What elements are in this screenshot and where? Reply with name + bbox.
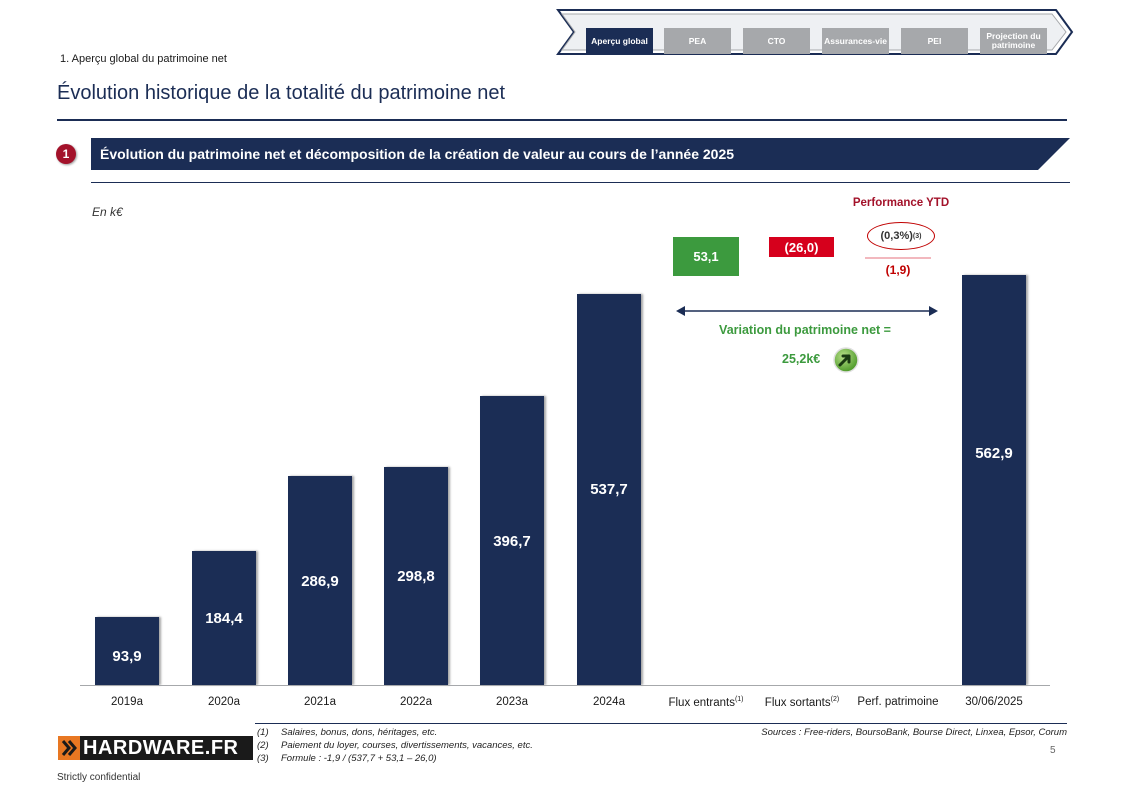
- bar-2019a: [95, 616, 159, 685]
- flux-sortants-bar: (26,0): [769, 237, 834, 257]
- x-tick-label: 2023a: [496, 696, 528, 708]
- tab-pei[interactable]: PEI: [901, 28, 968, 54]
- confidential-label: Strictly confidential: [57, 772, 141, 783]
- footnote-mark: (2): [830, 696, 840, 703]
- bar-value-label: 562,9: [975, 445, 1013, 463]
- logo-text: HARDWARE.FR: [83, 736, 239, 759]
- footnote-1: (1) Salaires, bonus, dons, héritages, etc…: [257, 727, 437, 738]
- step-badge: 1: [56, 144, 76, 164]
- bar-2021a: [288, 476, 352, 685]
- performance-ytd-footnote: (3): [912, 232, 922, 240]
- bar-value-label: 93,9: [112, 647, 142, 665]
- bar-value-label: 298,8: [397, 568, 435, 586]
- footnote-text: Paiement du loyer, courses, divertisseme…: [281, 740, 533, 751]
- x-tick-label: 2021a: [304, 696, 336, 708]
- x-tick-label: Perf. patrimoine: [857, 696, 939, 708]
- footnote-text: Formule : -1,9 / (537,7 + 53,1 – 26,0): [281, 753, 437, 764]
- flux-entrants-bar: 53,1: [673, 237, 739, 276]
- banner-title: Évolution du patrimoine net et décomposi…: [100, 146, 735, 162]
- tab-projection-patrimoine[interactable]: Projection du patrimoine: [980, 28, 1047, 54]
- page-title: Évolution historique de la totalité du p…: [57, 82, 506, 104]
- bar-30-06-2025: [962, 275, 1026, 685]
- section-label: 1. Aperçu global du patrimoine net: [60, 53, 227, 65]
- tab-cto[interactable]: CTO: [743, 28, 810, 54]
- section-banner: [91, 138, 1070, 170]
- footnote-text: Salaires, bonus, dons, héritages, etc.: [281, 727, 438, 738]
- bar-2020a: [192, 550, 256, 685]
- footer-divider: [255, 723, 1067, 724]
- footnote-2: (2) Paiement du loyer, courses, divertiss…: [257, 740, 533, 751]
- sources-note: Sources : Free-riders, BoursoBank, Bours…: [761, 727, 1067, 738]
- footnote-number: (3): [257, 753, 269, 764]
- tab-pea[interactable]: PEA: [664, 28, 731, 54]
- x-tick-label: 30/06/2025: [965, 696, 1023, 708]
- tab-apercu-global[interactable]: Aperçu global: [586, 28, 653, 54]
- double-arrow-icon: [676, 306, 938, 316]
- footnote-3: (3) Formule : -1,9 / (537,7 + 53,1 – 26,0…: [257, 753, 437, 764]
- top-navigation: Aperçu global PEA CTO Assurances-vie PEI…: [556, 8, 1076, 56]
- performance-ytd-value: (0,3%): [880, 230, 913, 242]
- banner-divider: [91, 182, 1070, 183]
- variation-label: Variation du patrimoine net =: [719, 323, 891, 337]
- bar-value-label: 286,9: [301, 572, 339, 590]
- page-number: 5: [1050, 745, 1056, 756]
- x-tick-label: Flux entrants(1): [668, 696, 744, 709]
- x-tick-label: 2019a: [111, 696, 143, 708]
- footnote-mark: (1): [734, 696, 744, 703]
- title-divider: [57, 119, 1067, 121]
- x-tick-label: 2020a: [208, 696, 240, 708]
- logo-mark-icon: [58, 736, 80, 760]
- bar-2024a: [577, 293, 641, 685]
- perf-patrimoine-bar: [865, 257, 931, 259]
- bar-value-label: 184,4: [205, 609, 243, 627]
- footnote-number: (1): [257, 727, 269, 738]
- bar-2023a: [480, 396, 544, 685]
- unit-label: En k€: [92, 205, 123, 219]
- bar-value-label: 396,7: [493, 532, 531, 550]
- bar-2022a: [384, 467, 448, 685]
- x-tick-label: 2022a: [400, 696, 432, 708]
- x-tick-label: Flux sortants(2): [764, 696, 840, 709]
- trend-up-icon: [833, 347, 859, 373]
- variation-value: 25,2k€: [782, 352, 821, 366]
- footnote-number: (2): [257, 740, 269, 751]
- brand-logo: HARDWARE.FR: [58, 736, 253, 760]
- perf-patrimoine-value: (1,9): [885, 263, 911, 277]
- performance-ytd-title: Performance YTD: [852, 197, 950, 209]
- tab-assurances-vie[interactable]: Assurances-vie: [822, 28, 889, 54]
- bar-value-label: 537,7: [590, 481, 628, 499]
- x-axis-line: [80, 685, 1050, 686]
- x-tick-label: 2024a: [593, 696, 625, 708]
- performance-ytd-badge: (0,3%) (3): [867, 222, 935, 250]
